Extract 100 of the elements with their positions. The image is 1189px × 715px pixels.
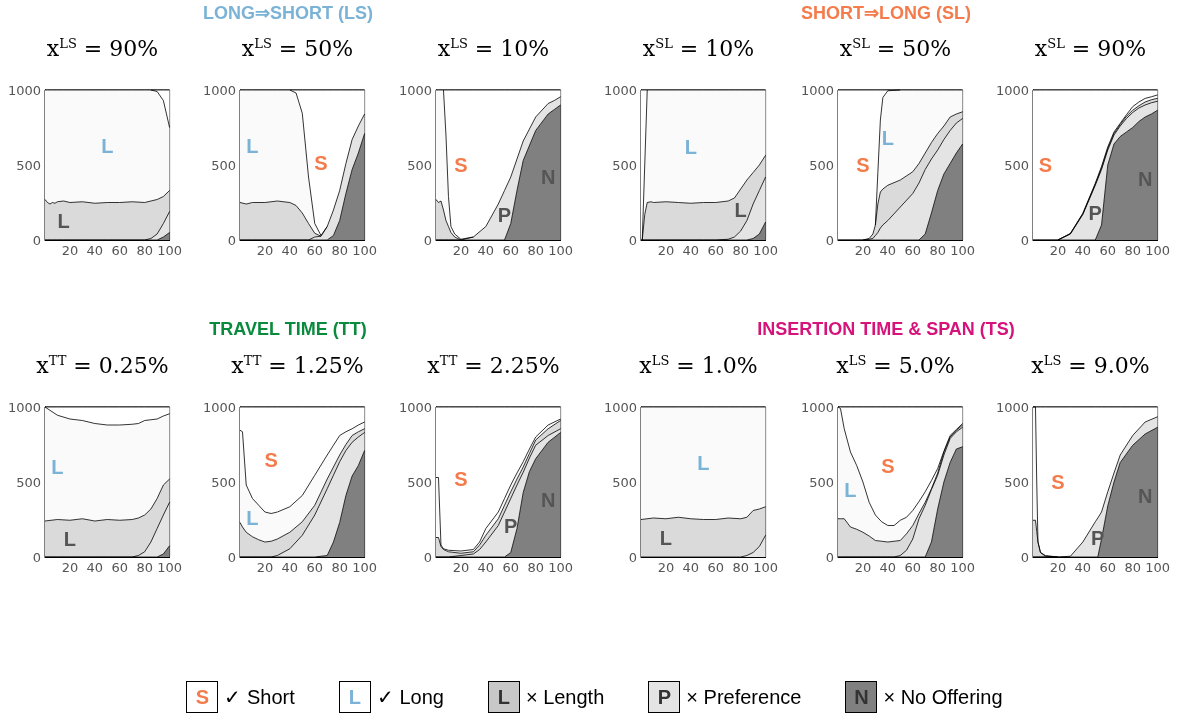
series-label: P	[1088, 201, 1102, 224]
x-tick-label: 60	[904, 560, 922, 575]
x-tick-label: 60	[306, 560, 324, 575]
series-label: L	[246, 135, 259, 158]
x-tick-label: 80	[732, 243, 749, 258]
y-tick-label: 0	[628, 232, 637, 248]
x-tick-label: 20	[657, 243, 675, 258]
x-tick-label: 100	[352, 560, 378, 575]
series-label: L	[57, 209, 70, 232]
x-tick-label: 40	[281, 243, 299, 258]
y-tick-label: 500	[1004, 474, 1029, 490]
y-tick-label: 1000	[398, 82, 432, 98]
y-tick-label: 1000	[398, 399, 432, 415]
series-label: S	[454, 153, 468, 176]
x-tick-label: 100	[950, 243, 976, 258]
x-tick-label: 60	[502, 560, 520, 575]
series-label: L	[51, 456, 64, 479]
x-tick-label: 80	[527, 243, 544, 258]
x-tick-label: 20	[256, 243, 274, 258]
x-tick-label: 80	[1124, 560, 1141, 575]
x-tick-label: 80	[136, 560, 153, 575]
chart-title: x$^{LS}$ = 90%	[45, 36, 160, 62]
text: ✓ Long	[376, 685, 444, 709]
series-label: S	[856, 154, 870, 176]
x-tick-label: 100	[157, 560, 183, 575]
x-tick-label: 100	[1145, 243, 1171, 258]
x-tick-label: 60	[1099, 560, 1117, 575]
series-label: S	[1051, 471, 1065, 493]
x-tick-label: 40	[682, 560, 700, 575]
y-tick-label: 500	[1004, 157, 1029, 173]
x-tick-label: 40	[86, 560, 104, 575]
y-tick-label: 1000	[7, 399, 41, 415]
letter-box: N	[845, 681, 878, 713]
chart-title: x$^{LS}$ = 5.0%	[835, 353, 956, 379]
x-tick-label: 80	[1124, 243, 1141, 258]
x-tick-label: 20	[61, 560, 79, 575]
chart-title: x$^{TT}$ = 2.25%	[426, 353, 561, 379]
y-tick-label: 0	[825, 549, 834, 565]
y-tick-label: 500	[211, 474, 236, 490]
x-tick-label: 60	[1099, 243, 1117, 258]
text: × Length	[525, 685, 605, 709]
chart-title: x$^{TT}$ = 1.25%	[230, 353, 365, 379]
chart-title: x$^{LS}$ = 1.0%	[638, 353, 759, 379]
x-tick-label: 80	[527, 560, 544, 575]
y-tick-label: 0	[628, 549, 637, 565]
x-tick-label: 20	[256, 560, 274, 575]
y-tick-label: 0	[227, 549, 236, 565]
text: LONG⇒SHORT (LS)	[202, 2, 374, 24]
x-tick-label: 20	[61, 243, 79, 258]
y-tick-label: 1000	[202, 82, 236, 98]
series-label: L	[101, 135, 114, 158]
x-tick-label: 80	[331, 560, 348, 575]
y-tick-label: 1000	[800, 82, 834, 98]
x-tick-label: 60	[306, 243, 324, 258]
y-tick-label: 1000	[995, 82, 1029, 98]
letter-box: P	[648, 681, 681, 713]
series-label: L	[63, 527, 77, 550]
letter-box: S	[186, 681, 219, 713]
x-tick-label: 20	[452, 560, 470, 575]
x-tick-label: 60	[904, 243, 922, 258]
series-label: S	[881, 455, 895, 478]
x-tick-label: 40	[281, 560, 299, 575]
y-tick-label: 500	[407, 474, 432, 490]
x-tick-label: 80	[331, 243, 348, 258]
x-tick-label: 20	[657, 560, 675, 575]
y-tick-label: 500	[407, 157, 432, 173]
x-tick-label: 20	[854, 243, 872, 258]
x-tick-label: 100	[950, 560, 976, 575]
letter-box: L	[338, 681, 371, 713]
letter-box: L	[487, 681, 520, 713]
x-tick-label: 100	[1145, 560, 1171, 575]
y-tick-label: 1000	[7, 82, 41, 98]
series-label: P	[504, 514, 518, 537]
y-tick-label: 1000	[995, 399, 1029, 415]
x-tick-label: 80	[136, 243, 153, 258]
y-tick-label: 0	[1020, 232, 1029, 248]
y-tick-label: 0	[32, 549, 41, 565]
text: TRAVEL TIME (TT)	[208, 319, 368, 340]
series-label: S	[454, 468, 468, 490]
text: SHORT⇒LONG (SL)	[800, 2, 972, 24]
x-tick-label: 40	[86, 243, 104, 258]
x-tick-label: 40	[879, 560, 897, 575]
x-tick-label: 60	[111, 560, 129, 575]
x-tick-label: 60	[707, 560, 725, 575]
x-tick-label: 40	[477, 243, 495, 258]
x-tick-label: 80	[929, 243, 946, 258]
x-tick-label: 20	[1049, 243, 1067, 258]
chart-title: x$^{TT}$ = 0.25%	[35, 353, 170, 379]
x-tick-label: 80	[732, 560, 749, 575]
y-tick-label: 500	[16, 474, 41, 490]
y-tick-label: 0	[423, 549, 432, 565]
x-tick-label: 100	[352, 243, 378, 258]
chart-title: x$^{SL}$ = 50%	[838, 36, 953, 62]
series-label: P	[497, 204, 512, 227]
y-tick-label: 500	[809, 474, 834, 490]
x-tick-label: 100	[753, 560, 779, 575]
x-tick-label: 60	[707, 243, 725, 258]
y-tick-label: 500	[16, 157, 41, 173]
series-label: S	[264, 449, 278, 472]
series-label: S	[1038, 154, 1053, 176]
